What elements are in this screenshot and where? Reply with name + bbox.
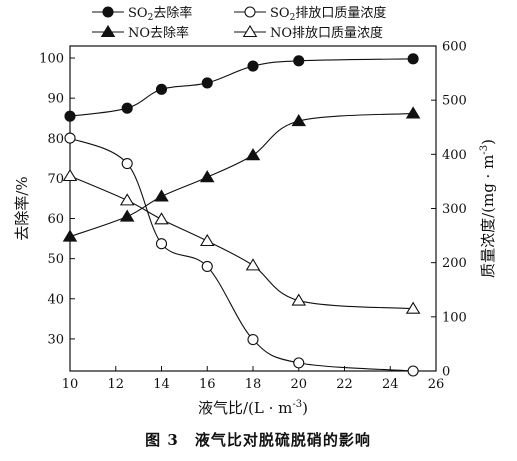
x-tick-label: 16 [199, 377, 216, 392]
y-right-tick-label: 100 [442, 310, 467, 325]
data-point [62, 168, 78, 182]
data-point [121, 157, 133, 170]
y-left-tick-label: 30 [47, 332, 64, 347]
data-point [155, 83, 168, 95]
legend-marker [100, 24, 116, 38]
data-point [247, 334, 259, 346]
y-left-tick-label: 70 [47, 172, 64, 187]
axis-titles: 液气比/(L · m-3) 去除率/% 质量浓度/(mg · m-3) 图 3 液气比… [13, 139, 497, 449]
x-tick-label: 24 [382, 377, 399, 392]
series-line [69, 112, 414, 238]
data-point [293, 357, 305, 369]
data-point [245, 148, 261, 161]
data-point [155, 238, 168, 250]
data-point [245, 258, 261, 271]
data-point [405, 106, 421, 119]
data-point [291, 293, 307, 306]
data-point [291, 113, 307, 127]
x-tick-label: 18 [245, 377, 262, 392]
legend-marker [244, 6, 256, 18]
x-tick-label: 14 [153, 377, 170, 392]
data-point [121, 102, 133, 114]
data-point [119, 209, 135, 222]
y-left-tick-label: 90 [47, 92, 64, 107]
y-right-tick-label: 400 [442, 148, 467, 163]
x-tick-label: 26 [428, 377, 445, 392]
series-line [69, 175, 414, 310]
y-left-axis-title: 去除率/% [13, 176, 31, 240]
y-left-tick-label: 50 [47, 252, 64, 267]
data-point [199, 170, 215, 183]
series-4 [62, 168, 421, 314]
y-right-tick-label: 600 [442, 40, 467, 55]
series-line [69, 137, 414, 372]
plot-frame [69, 45, 437, 372]
data-point [405, 301, 421, 314]
x-tick-label: 22 [336, 377, 353, 392]
y-right-tick-label: 200 [442, 256, 467, 271]
y-left-tick-label: 100 [39, 52, 64, 67]
y-left-tick-label: 60 [47, 212, 64, 227]
data-point [64, 132, 76, 144]
series-2 [64, 132, 419, 377]
legend-marker [242, 24, 258, 38]
x-tick-label: 20 [290, 377, 307, 392]
legend-item-1: SO2去除率 [92, 5, 192, 23]
data-point [407, 365, 419, 377]
axes: 10 12 14 16 18 20 22 24 26 30 40 50 60 70 80 90 100 0 100 2… [39, 40, 467, 393]
data-point [247, 60, 259, 72]
y-left-tick-label: 80 [47, 132, 64, 147]
legend-item-2: SO2排放口质量浓度 [234, 5, 386, 23]
legend-item-3: NO去除率 [92, 24, 189, 41]
figure-caption: 图 3 液气比对脱硫脱硝的影响 [145, 431, 371, 449]
y-left-tick-label: 40 [47, 292, 64, 307]
y-right-tick-label: 300 [442, 202, 467, 217]
data-point [293, 55, 305, 67]
series-group [62, 53, 421, 377]
legend-label: NO去除率 [128, 25, 189, 41]
y-right-tick-label: 0 [442, 365, 450, 380]
legend-marker [102, 6, 114, 18]
data-point [407, 53, 419, 65]
x-tick-label: 10 [62, 377, 79, 392]
series-line [69, 58, 414, 117]
data-point [199, 233, 215, 247]
data-point [62, 229, 78, 242]
legend: SO2去除率 SO2排放口质量浓度 NO去除率 NO排放口质量浓度 [92, 5, 386, 41]
legend-item-4: NO排放口质量浓度 [234, 24, 383, 41]
data-point [119, 193, 135, 206]
x-axis-title: 液气比/(L · m-3) [198, 399, 308, 417]
series-3 [62, 106, 421, 242]
x-tick-label: 12 [107, 377, 124, 392]
legend-label: NO排放口质量浓度 [270, 25, 383, 41]
data-point [154, 189, 169, 202]
y-right-axis-title: 质量浓度/(mg · m-3) [479, 139, 497, 278]
data-point [64, 110, 76, 122]
data-point [154, 212, 169, 225]
legend-label: SO2排放口质量浓度 [270, 5, 386, 23]
series-1 [64, 53, 419, 122]
data-point [201, 260, 213, 273]
y-right-tick-label: 500 [442, 94, 467, 109]
data-point [201, 77, 213, 89]
legend-label: SO2去除率 [128, 5, 192, 23]
